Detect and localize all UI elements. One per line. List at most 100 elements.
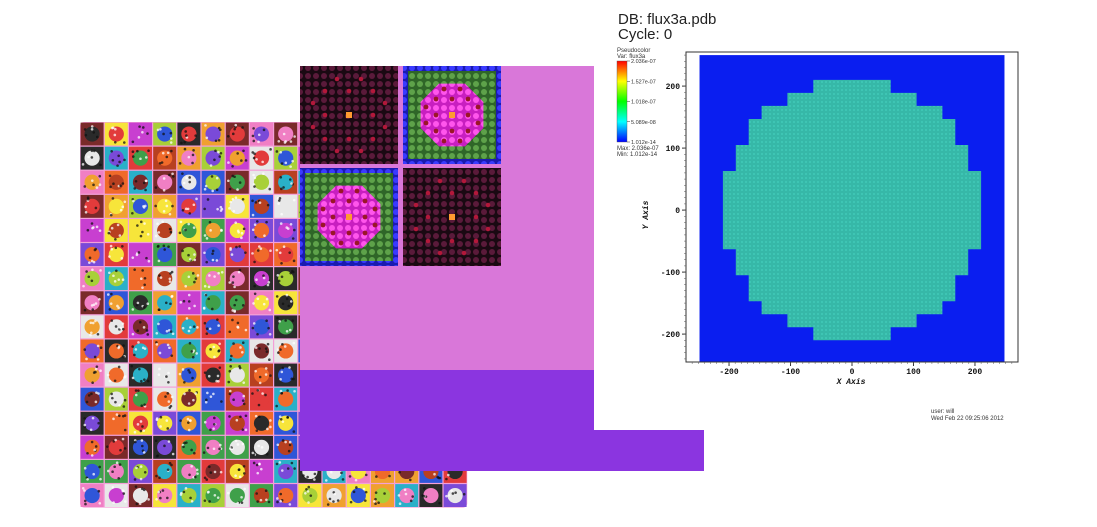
lattice-cell <box>371 484 394 507</box>
lattice-cell <box>129 435 152 459</box>
lattice-cell <box>250 411 273 435</box>
lattice-cell <box>129 339 152 363</box>
lattice-cell <box>274 363 298 387</box>
lattice-cell <box>250 363 273 387</box>
y-tick-label: -100 <box>661 269 680 278</box>
lattice-cell <box>104 267 128 291</box>
lattice-cell <box>80 194 104 218</box>
lattice-cell <box>129 291 152 315</box>
lattice-cell <box>274 267 298 291</box>
lattice-cell <box>201 243 225 266</box>
lattice-cell <box>153 411 177 435</box>
lattice-cell <box>225 484 249 507</box>
lattice-cell <box>274 411 298 435</box>
lattice-cell <box>225 363 249 387</box>
y-tick-label: -200 <box>661 331 680 340</box>
lattice-cell <box>177 243 201 266</box>
lattice-cell <box>177 170 201 194</box>
lattice-cell <box>225 460 249 483</box>
lattice-cell <box>250 484 273 507</box>
lattice-cell <box>80 484 104 507</box>
lattice-cell <box>250 219 273 242</box>
fuel-assembly <box>300 168 398 266</box>
x-axis: -200 -100 0 100 200 <box>691 362 1013 377</box>
legend-tick-label: 1.018e-07 <box>631 100 656 106</box>
lattice-cell <box>177 194 201 218</box>
lattice-cell <box>201 194 225 218</box>
lattice-cell <box>80 339 104 363</box>
lattice-cell <box>201 411 225 435</box>
lattice-cell <box>274 194 298 218</box>
lattice-cell <box>153 146 177 170</box>
lattice-cell <box>80 291 104 315</box>
lattice-cell <box>153 170 177 194</box>
lattice-cell <box>274 339 298 363</box>
lattice-cell <box>225 315 249 339</box>
legend-tick-label: 2.036e-07 <box>631 59 656 65</box>
lattice-cell <box>153 194 177 218</box>
lattice-cell <box>80 219 104 242</box>
lattice-cell <box>153 243 177 266</box>
cycle-title: Cycle: 0 <box>618 26 673 43</box>
lattice-cell <box>153 122 177 146</box>
x-tick-label: 0 <box>850 368 855 377</box>
lattice-cell <box>177 339 201 363</box>
mesh-block-purple <box>300 370 594 471</box>
lattice-cell <box>419 484 443 507</box>
lattice-cell <box>177 146 201 170</box>
lattice-cell <box>274 122 298 146</box>
lattice-cell <box>250 267 273 291</box>
lattice-cell <box>225 339 249 363</box>
lattice-cell <box>129 122 152 146</box>
lattice-cell <box>129 460 152 483</box>
lattice-cell <box>153 219 177 242</box>
lattice-cell <box>443 484 467 507</box>
lattice-cell <box>177 435 201 459</box>
lattice-cell <box>153 315 177 339</box>
lattice-cell <box>177 411 201 435</box>
lattice-cell <box>129 146 152 170</box>
lattice-cell <box>274 170 298 194</box>
lattice-cell <box>250 170 273 194</box>
lattice-cell <box>129 243 152 266</box>
lattice-cell <box>225 267 249 291</box>
lattice-cell <box>346 484 370 507</box>
lattice-cell <box>80 170 104 194</box>
lattice-cell <box>177 291 201 315</box>
lattice-cell <box>201 339 225 363</box>
lattice-cell <box>225 291 249 315</box>
lattice-cell <box>153 363 177 387</box>
lattice-cell <box>177 363 201 387</box>
x-tick-label: 100 <box>906 368 921 377</box>
lattice-cell <box>201 146 225 170</box>
legend-tick-label: 1.012e-14 <box>631 140 656 146</box>
lattice-cell <box>129 363 152 387</box>
lattice-cell <box>104 219 128 242</box>
lattice-cell <box>80 411 104 435</box>
fuel-assembly <box>403 168 501 266</box>
lattice-cell <box>129 484 152 507</box>
y-axis-label: Y Axis <box>642 200 651 229</box>
lattice-cell <box>201 219 225 242</box>
lattice-cell <box>322 484 346 507</box>
lattice-cell <box>250 122 273 146</box>
lattice-cell <box>104 411 128 435</box>
lattice-cell <box>80 435 104 459</box>
fuel-assembly <box>300 66 398 164</box>
lattice-cell <box>153 267 177 291</box>
fuel-assembly <box>403 66 501 164</box>
lattice-cell <box>225 122 249 146</box>
lattice-cell <box>225 170 249 194</box>
lattice-cell <box>104 170 128 194</box>
lattice-cell <box>201 291 225 315</box>
lattice-cell <box>129 267 152 291</box>
lattice-cell <box>225 411 249 435</box>
lattice-cell <box>250 387 273 411</box>
lattice-cell <box>153 291 177 315</box>
assembly-quad <box>300 66 501 266</box>
x-tick-label: 200 <box>968 368 983 377</box>
lattice-cell <box>129 194 152 218</box>
lattice-cell <box>104 146 128 170</box>
lattice-cell <box>177 122 201 146</box>
